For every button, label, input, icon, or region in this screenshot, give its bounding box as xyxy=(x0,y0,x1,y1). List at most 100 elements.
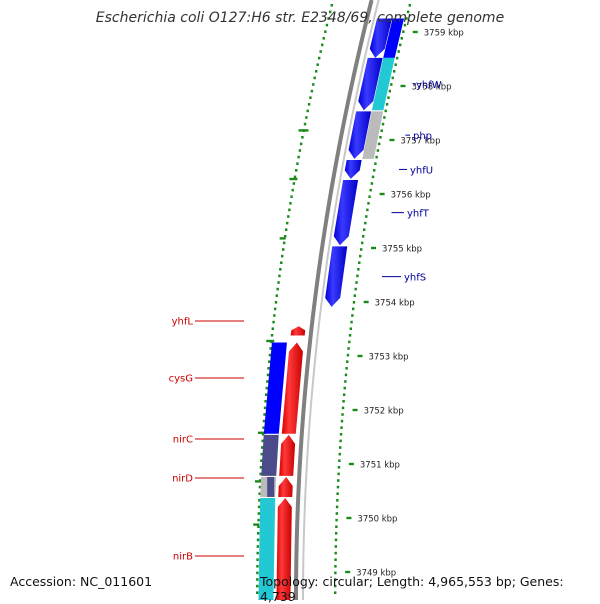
gc-dot-outer xyxy=(358,261,361,264)
gc-dot-inner xyxy=(257,512,261,515)
gc-dot-outer xyxy=(362,228,366,231)
gc-dot-inner xyxy=(265,386,268,390)
scale-tick xyxy=(352,408,358,412)
cog-block-php xyxy=(362,111,384,159)
gc-dot-inner xyxy=(264,400,267,403)
gene-arrow-yhfU[interactable] xyxy=(344,159,362,179)
gc-dot-inner xyxy=(321,43,324,47)
gene-arrow-yhfT[interactable] xyxy=(333,179,359,246)
gc-dot-outer xyxy=(359,248,363,251)
scale-tick xyxy=(346,516,352,520)
gc-dot-outer xyxy=(338,446,342,449)
gc-dot-outer xyxy=(334,538,338,542)
gene-arrow-yhfW[interactable] xyxy=(358,57,383,111)
gc-dot-outer xyxy=(365,215,368,218)
gc-dot-inner xyxy=(258,492,261,495)
gc-dot-outer xyxy=(373,169,376,172)
gene-arrow-unnamed-0[interactable] xyxy=(369,18,393,58)
gene-label-nirC[interactable]: nirC xyxy=(173,435,193,446)
gc-dot-inner xyxy=(273,314,276,317)
scale-tick xyxy=(345,570,351,574)
gc-dot-inner xyxy=(290,195,293,198)
gc-dot-inner xyxy=(260,459,263,462)
cog-layer xyxy=(258,18,405,604)
scale-tick-label: 3750 kbp xyxy=(357,515,397,525)
gc-dot-inner xyxy=(256,591,259,594)
gc-dot-inner xyxy=(284,228,288,231)
gc-dot-inner xyxy=(293,175,297,179)
gc-dot-outer xyxy=(342,393,346,396)
gc-dot-outer xyxy=(354,287,357,291)
gc-dot-inner xyxy=(272,320,275,324)
gene-arrow-yhfL[interactable] xyxy=(290,326,306,336)
backbone-line xyxy=(294,0,374,601)
gc-dot-outer xyxy=(336,492,339,495)
gc-dot-inner xyxy=(325,23,329,27)
gene-label-yhfS[interactable]: yhfS xyxy=(404,273,426,284)
gc-dot-inner xyxy=(268,353,272,357)
gc-dot-inner xyxy=(281,254,284,258)
gc-dot-outer xyxy=(344,380,347,383)
scale-tick xyxy=(412,30,418,34)
gc-dot-inner xyxy=(256,558,259,561)
gene-label-nirD[interactable]: nirD xyxy=(172,474,193,485)
gc-dot-inner xyxy=(317,56,321,60)
gene-arrow-cysG[interactable] xyxy=(281,342,303,434)
gc-dot-outer xyxy=(336,485,340,489)
scale-tick-label: 3751 kbp xyxy=(360,461,400,471)
gc-dot-inner xyxy=(256,571,259,575)
scale-tick-label: 3754 kbp xyxy=(375,299,415,309)
gene-arrow-php[interactable] xyxy=(348,111,372,159)
gc-dot-outer xyxy=(364,221,367,225)
gc-dot-inner xyxy=(283,235,287,238)
gc-dot-outer xyxy=(381,122,385,126)
backbone-layer xyxy=(294,0,380,601)
gc-dot-inner xyxy=(298,149,302,152)
gc-dot-outer xyxy=(360,241,364,245)
gc-dot-outer xyxy=(336,499,339,502)
gc-dot-inner xyxy=(297,155,300,159)
cog-block-unnamed-0 xyxy=(383,18,405,58)
gc-dot-outer xyxy=(388,89,392,93)
gc-dot-outer xyxy=(334,591,337,594)
gc-dot-inner xyxy=(262,426,265,429)
gene-arrow-nirD[interactable] xyxy=(278,476,293,497)
gc-dot-outer xyxy=(351,314,354,317)
gc-dot-outer xyxy=(374,162,377,165)
gc-dot-outer xyxy=(371,175,375,179)
gc-dot-outer xyxy=(334,578,337,581)
gc-dot-inner xyxy=(279,268,282,271)
gene-arrow-nirC[interactable] xyxy=(279,434,296,476)
gc-dot-outer xyxy=(334,545,338,548)
gene-label-yhfW[interactable]: yhfW xyxy=(416,80,442,91)
gc-dot-outer xyxy=(342,400,345,403)
gc-dot-outer xyxy=(339,433,343,436)
gene-label-yhfU[interactable]: yhfU xyxy=(410,165,433,176)
scale-tick xyxy=(357,354,363,358)
gene-arrow-nirB[interactable] xyxy=(276,498,292,604)
gene-arrow-yhfS[interactable] xyxy=(325,246,348,307)
gc-dot-outer xyxy=(338,459,341,462)
gc-dot-inner xyxy=(266,380,269,383)
gc-dash xyxy=(257,431,266,434)
gc-dot-outer xyxy=(345,367,348,370)
gc-dot-outer xyxy=(379,136,382,139)
gc-dot-outer xyxy=(334,532,338,535)
gc-dot-outer xyxy=(334,571,337,575)
gc-dot-inner xyxy=(257,525,260,528)
gc-dot-outer xyxy=(369,188,372,192)
gene-label-yhfL[interactable]: yhfL xyxy=(172,317,194,328)
gc-dot-outer xyxy=(387,96,390,99)
scale-tick xyxy=(389,138,395,142)
gc-dot-inner xyxy=(316,63,319,66)
gc-dot-outer xyxy=(384,109,387,113)
gc-dot-outer xyxy=(340,426,343,429)
gene-label-nirB[interactable]: nirB xyxy=(173,552,193,563)
scale-tick xyxy=(371,246,377,250)
gene-label-yhfT[interactable]: yhfT xyxy=(407,209,430,220)
gene-label-cysG[interactable]: cysG xyxy=(169,374,193,385)
scale-tick xyxy=(363,300,369,304)
gene-label-php[interactable]: php xyxy=(413,131,432,142)
gc-dot-inner xyxy=(312,83,315,86)
